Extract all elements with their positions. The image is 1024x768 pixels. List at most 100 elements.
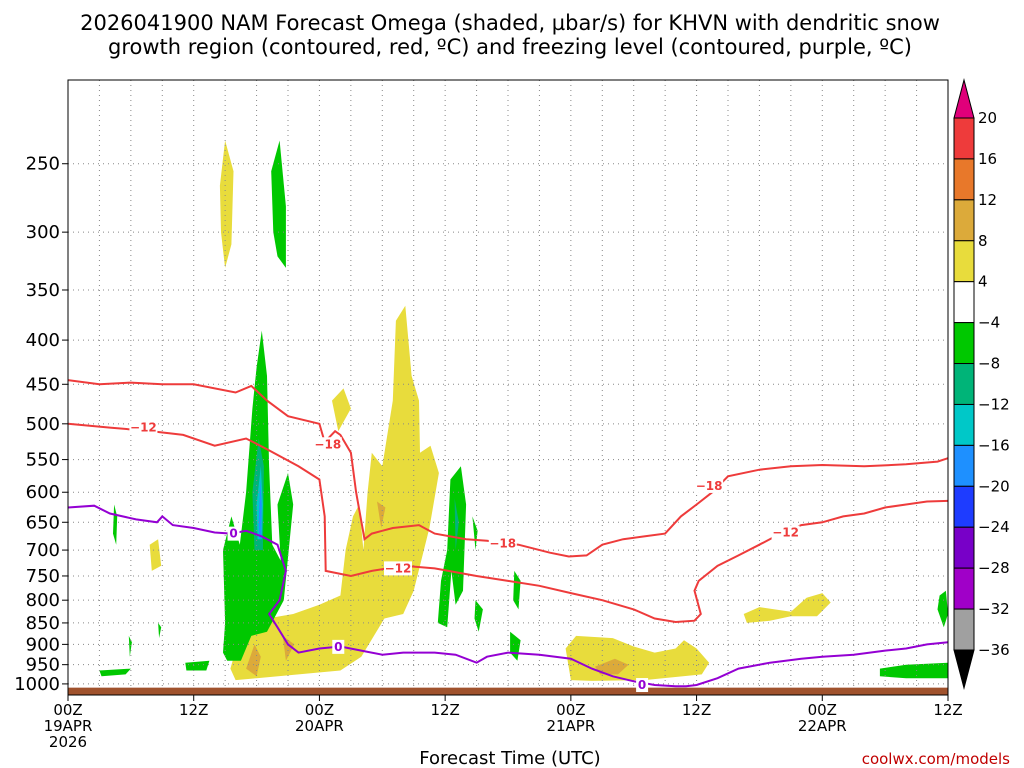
omega-region-10 (271, 140, 286, 268)
freezing-level-label-bg (227, 526, 240, 541)
dgz-minus12-contour (67, 422, 949, 624)
omega-region-2 (149, 539, 162, 571)
omega-region-19 (513, 570, 521, 610)
y-tick-label: 550 (26, 450, 60, 471)
contour-label-layer: −18 −18 −18 −12 −12 −12 0 0 0 (129, 420, 800, 693)
y-tick-label: 900 (26, 634, 60, 655)
dgz-minus12-label-bg (129, 420, 158, 435)
dgz-minus18-label-bg (695, 478, 724, 493)
omega-region-7 (565, 635, 710, 681)
colorbar-swatch (953, 158, 975, 201)
colorbar-swatch (953, 567, 975, 610)
dgz-minus18-label: −18 (489, 537, 516, 551)
x-tick-label: 2026 (49, 733, 87, 751)
x-tick-label: 00Z (808, 701, 837, 719)
y-tick-label: 800 (26, 590, 60, 611)
omega-region-27 (879, 662, 948, 679)
omega-region-14 (258, 479, 262, 540)
dgz-minus18-contour (67, 379, 949, 558)
omega-region-6 (377, 501, 386, 528)
omega-region-4 (246, 644, 261, 677)
omega-region-18 (474, 600, 483, 632)
x-tick-label: 00Z (305, 701, 334, 719)
colorbar-level-label: −24 (978, 518, 1010, 536)
freezing-level-contour (67, 504, 949, 688)
x-tick-label: 12Z (682, 701, 711, 719)
dgz-minus12-label: −12 (385, 561, 412, 575)
omega-region-15 (437, 466, 467, 628)
freezing-level-label: 0 (638, 678, 646, 692)
y-axis: 2503003504004505005506006507007508008509… (14, 154, 68, 695)
x-tick-label: 00Z (556, 701, 585, 719)
y-tick-label: 500 (26, 414, 60, 435)
x-tick-label: 12Z (933, 701, 962, 719)
omega-region-23 (158, 622, 162, 639)
chart-title-line-2: growth region (contoured, red, ºC) and f… (108, 35, 912, 59)
y-tick-label: 450 (26, 374, 60, 395)
y-tick-label: 700 (26, 540, 60, 561)
contour-layer (67, 379, 949, 688)
freezing-level-label: 0 (334, 640, 342, 654)
y-tick-label: 950 (26, 655, 60, 676)
dgz-minus12-label: −12 (130, 421, 157, 435)
colorbar-bottom-arrow (953, 649, 975, 690)
omega-region-3 (230, 305, 439, 681)
omega-region-20 (510, 631, 521, 661)
ground-layer (68, 687, 948, 695)
colorbar-top-arrow (953, 78, 975, 119)
dgz-minus12-label-bg (771, 525, 800, 540)
omega-region-9 (743, 593, 831, 623)
colorbar-swatch (953, 117, 975, 160)
colorbar-level-label: 16 (978, 150, 997, 168)
x-tick-label: 21APR (546, 717, 595, 735)
grid-layer (68, 80, 948, 695)
dgz-minus18-label: −18 (696, 479, 723, 493)
y-tick-label: 400 (26, 330, 60, 351)
omega-region-25 (185, 660, 210, 671)
dgz-minus12-label-bg (384, 561, 412, 576)
freezing-level-label: 0 (229, 527, 237, 541)
x-tick-label: 20APR (295, 717, 344, 735)
colorbar-level-label: −4 (978, 314, 1000, 332)
y-tick-label: 300 (26, 222, 60, 243)
ground-surface (68, 687, 948, 695)
omega-region-24 (99, 668, 131, 677)
colorbar-swatch (953, 608, 975, 651)
colorbar-level-label: 8 (978, 232, 988, 250)
y-tick-label: 250 (26, 154, 60, 175)
colorbar-swatch (953, 485, 975, 528)
colorbar: 20 16 12 8 4 −4 −8 −12 −16 −20 −24 −28 −32 −36 (953, 78, 1010, 690)
colorbar-level-label: −8 (978, 355, 1000, 373)
colorbar-swatch (953, 363, 975, 405)
omega-region-1 (332, 388, 351, 432)
colorbar-level-label: −28 (978, 559, 1010, 577)
colorbar-swatch (953, 199, 975, 242)
colorbar-level-label: 12 (978, 191, 997, 209)
colorbar-level-label: −12 (978, 395, 1010, 413)
chart-title-line-1: 2026041900 NAM Forecast Omega (shaded, µ… (80, 11, 940, 35)
x-tick-label: 19APR (44, 717, 93, 735)
dgz-minus12-label: −12 (772, 526, 799, 540)
colorbar-level-label: −36 (978, 641, 1010, 659)
x-tick-label: 22APR (798, 717, 847, 735)
dgz-minus18-label: −18 (314, 437, 341, 451)
freezing-level-label-bg (332, 639, 345, 654)
colorbar-swatch (953, 526, 975, 569)
omega-region-21 (113, 504, 118, 545)
colorbar-swatch (953, 403, 975, 446)
omega-region-22 (128, 635, 132, 657)
chart-title: 2026041900 NAM Forecast Omega (shaded, µ… (80, 11, 940, 59)
y-tick-label: 850 (26, 613, 60, 634)
omega-region-0 (219, 140, 234, 268)
y-tick-label: 350 (26, 280, 60, 301)
y-tick-label: 600 (26, 482, 60, 503)
colorbar-level-label: −16 (978, 436, 1010, 454)
freezing-level-label-bg (636, 678, 649, 693)
credit-text: coolwx.com/models (862, 750, 1010, 768)
colorbar-swatch (953, 281, 975, 324)
colorbar-swatch (953, 444, 975, 487)
omega-region-26 (937, 590, 948, 628)
dgz-minus18-label-bg (313, 437, 342, 452)
